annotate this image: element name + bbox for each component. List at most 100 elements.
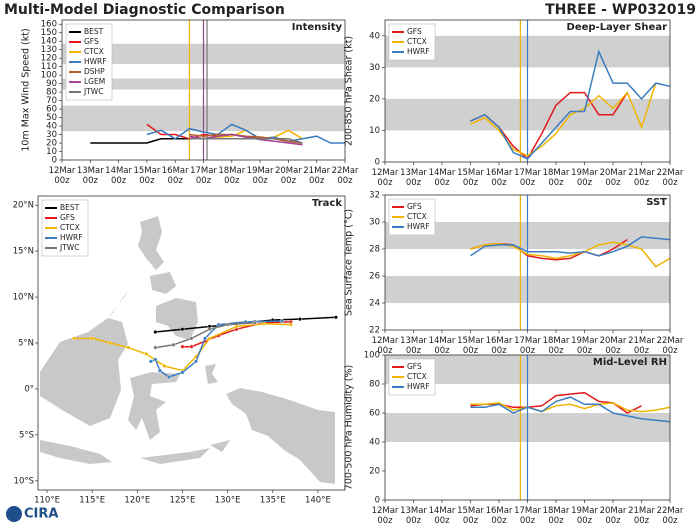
- x-tick-label: 13Mar 00z: [400, 336, 427, 356]
- x-tick-label: 16Mar 00z: [486, 168, 513, 188]
- legend-label: GFS: [407, 27, 422, 36]
- series-line: [189, 133, 303, 144]
- y-tick-label: 20: [369, 467, 380, 477]
- track-point: [189, 344, 194, 349]
- y-tick-label: 15°N: [13, 247, 34, 257]
- track-point: [194, 359, 199, 364]
- x-tick-label: 19Mar 00z: [571, 506, 598, 525]
- x-tick-label: 125°E: [170, 496, 196, 506]
- y-tick-label: 80: [46, 88, 57, 98]
- x-tick-label: 22Mar 00z: [657, 506, 684, 525]
- x-tick-label: 12Mar 00z: [372, 506, 399, 525]
- legend-label: CTCX: [407, 37, 427, 46]
- track-point: [166, 374, 171, 379]
- y-tick-label: 110: [41, 62, 57, 72]
- series-line: [470, 49, 671, 160]
- y-tick-label: 140: [41, 37, 57, 47]
- track-point: [108, 341, 113, 346]
- y-tick-label: 0°: [24, 384, 34, 394]
- x-tick-label: 12Mar 00z: [372, 336, 399, 356]
- plot-frame: [37, 195, 346, 491]
- x-tick-label: 15Mar 00z: [133, 166, 160, 186]
- x-tick-label: 18Mar 00z: [543, 168, 570, 188]
- legend-label: GFS: [84, 37, 99, 46]
- x-tick-label: 17Mar 00z: [514, 506, 541, 525]
- y-tick-label: 160: [41, 20, 57, 30]
- y-tick-label: 10°N: [13, 293, 34, 303]
- legend-label: GFS: [407, 362, 422, 371]
- track-point: [153, 329, 158, 334]
- legend-label: BEST: [84, 27, 104, 36]
- x-tick-label: 20Mar 00z: [275, 166, 302, 186]
- series-line: [470, 402, 671, 413]
- y-axis-label: 10m Max Wind Speed (kt): [21, 28, 32, 151]
- y-tick-label: 70: [46, 96, 57, 106]
- x-tick-label: 14Mar 00z: [429, 168, 456, 188]
- y-tick-label: 10°S: [14, 476, 34, 486]
- track-point: [288, 322, 293, 327]
- logo: CIRA: [6, 506, 58, 522]
- x-tick-label: 22Mar 00z: [657, 336, 684, 356]
- track-line: [150, 320, 282, 378]
- x-tick-label: 17Mar 00z: [190, 166, 217, 186]
- y-tick-label: 0: [52, 156, 57, 166]
- series-line: [189, 138, 303, 144]
- x-tick-label: 21Mar 00z: [628, 168, 655, 188]
- track-point: [279, 318, 284, 323]
- x-tick-label: 16Mar 00z: [162, 166, 189, 186]
- y-axis-label: Sea Surface Temp (°C): [344, 209, 355, 316]
- y-tick-label: 150: [41, 28, 57, 38]
- x-tick-label: 115°E: [79, 496, 105, 506]
- y-tick-label: 10: [46, 147, 57, 157]
- panel-title: Mid-Level RH: [593, 357, 667, 368]
- track-point: [72, 336, 77, 341]
- track-line: [155, 322, 255, 349]
- y-tick-label: 120: [41, 54, 57, 64]
- x-tick-label: 17Mar 00z: [514, 336, 541, 356]
- track-point: [297, 317, 302, 322]
- x-tick-label: 21Mar 00z: [628, 336, 655, 356]
- x-tick-label: 135°E: [260, 496, 286, 506]
- y-tick-label: 24: [369, 299, 380, 309]
- legend-label: JTWC: [83, 87, 103, 96]
- track-point: [333, 315, 338, 320]
- panel-title: Track: [312, 198, 342, 209]
- legend-label: GFS: [60, 213, 75, 222]
- y-tick-label: 30: [369, 63, 380, 73]
- x-tick-label: 12Mar 00z: [372, 168, 399, 188]
- y-tick-label: 26: [369, 272, 380, 282]
- y-tick-label: 20: [46, 139, 57, 149]
- x-tick-label: 14Mar 00z: [429, 336, 456, 356]
- x-tick-label: 20Mar 00z: [600, 506, 627, 525]
- track-point: [252, 320, 257, 325]
- y-tick-label: 22: [369, 326, 380, 336]
- track-point: [153, 345, 158, 350]
- x-tick-label: 13Mar 00z: [400, 506, 427, 525]
- y-tick-label: 40: [46, 122, 57, 132]
- y-tick-label: 30: [369, 218, 380, 228]
- legend-label: BEST: [60, 203, 80, 212]
- x-tick-label: 17Mar 00z: [514, 168, 541, 188]
- x-tick-label: 14Mar 00z: [105, 166, 132, 186]
- storm-id: THREE - WP032019: [545, 2, 696, 18]
- y-tick-label: 0: [375, 496, 380, 506]
- legend-label: JTWC: [59, 243, 79, 252]
- logo-mark: [6, 506, 22, 522]
- track-line: [74, 322, 291, 372]
- x-tick-label: 20Mar 00z: [600, 336, 627, 356]
- track-point: [261, 321, 266, 326]
- x-tick-label: 110°E: [34, 496, 60, 506]
- series-line: [470, 82, 657, 157]
- legend-label: DSHP: [84, 67, 105, 76]
- x-tick-label: 12Mar 00z: [49, 166, 76, 186]
- y-tick-label: 60: [369, 409, 380, 419]
- x-tick-label: 140°E: [305, 496, 331, 506]
- legend-label: HWRF: [60, 233, 83, 242]
- y-tick-label: 50: [46, 113, 57, 123]
- series-line: [189, 133, 303, 146]
- page-title: Multi-Model Diagnostic Comparison: [4, 2, 285, 18]
- land: [40, 216, 335, 484]
- x-tick-label: 13Mar 00z: [77, 166, 104, 186]
- legend-label: CTCX: [60, 223, 80, 232]
